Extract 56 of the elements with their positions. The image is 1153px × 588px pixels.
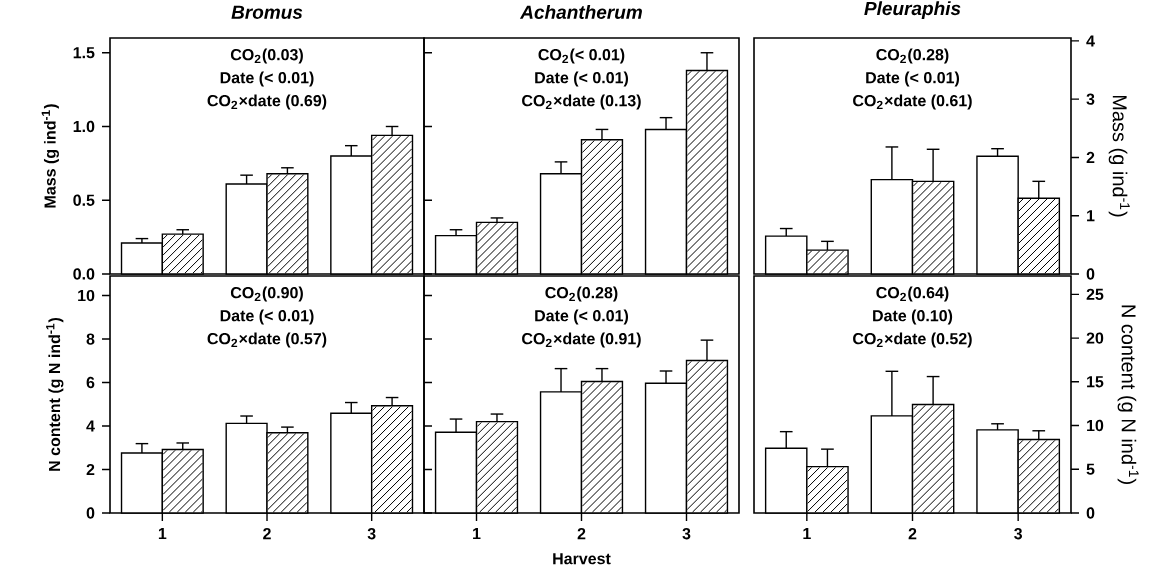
annotation: CO$_{2}$(0.03) bbox=[230, 48, 303, 64]
x-tick-label: 3 bbox=[1014, 528, 1023, 540]
y2-tick-label: 2 bbox=[1086, 151, 1095, 164]
chart-title: Pleuraphis bbox=[864, 1, 961, 19]
x-tick-label: 2 bbox=[577, 528, 586, 540]
x-tick-label: 2 bbox=[263, 528, 271, 540]
annotation: CO$_{2}$(0.64) bbox=[876, 286, 949, 302]
y2-tick-label: 4 bbox=[1086, 35, 1095, 47]
y-axis-title: N content (g N ind$^{-1}$) bbox=[46, 317, 64, 471]
x-tick-label: 1 bbox=[158, 528, 167, 540]
y2-tick-label: 1 bbox=[1087, 210, 1095, 222]
annotation: Date (< 0.01) bbox=[866, 71, 960, 87]
y-tick-label: 8 bbox=[86, 333, 95, 345]
y-tick-label: 6 bbox=[86, 376, 95, 389]
y-axis-title: Mass (g ind$^{-1}$) bbox=[41, 104, 59, 208]
x-tick-label: 1 bbox=[803, 528, 811, 540]
chart-title: Achantherum bbox=[519, 4, 642, 19]
annotation: CO$_{2}$(< 0.01) bbox=[538, 48, 625, 64]
annotation: CO$_{2}$×date (0.91) bbox=[522, 332, 641, 348]
y2-tick-label: 15 bbox=[1087, 376, 1104, 388]
annotation: CO$_{2}$(0.90) bbox=[230, 286, 303, 302]
annotation: Date (< 0.01) bbox=[535, 309, 629, 325]
y2-axis-title: Mass (g ind$^{-1}$) bbox=[1108, 95, 1130, 217]
y-tick-label: 10 bbox=[78, 289, 95, 302]
annotation: Date (< 0.01) bbox=[220, 71, 314, 87]
x-tick-label: 3 bbox=[682, 528, 691, 540]
y-tick-label: 4 bbox=[86, 420, 95, 432]
x-axis-title: Harvest bbox=[553, 553, 611, 565]
annotation: CO$_{2}$(0.28) bbox=[545, 286, 618, 302]
y2-tick-label: 3 bbox=[1086, 93, 1095, 105]
annotation: CO$_{2}$×date (0.69) bbox=[207, 94, 327, 110]
x-tick-label: 2 bbox=[908, 528, 917, 540]
x-tick-label: 3 bbox=[367, 528, 376, 540]
y2-axis-title: N content (g N ind$^{-1}$) bbox=[1117, 305, 1139, 484]
annotation: CO$_{2}$×date (0.57) bbox=[207, 332, 327, 348]
annotation: Date (0.10) bbox=[873, 309, 953, 325]
y2-tick-label: 0 bbox=[1086, 507, 1095, 519]
annotation: CO$_{2}$×date (0.13) bbox=[522, 94, 641, 110]
y2-tick-label: 0 bbox=[1086, 268, 1095, 280]
annotation: CO$_{2}$(0.28) bbox=[876, 48, 949, 64]
x-tick-label: 1 bbox=[473, 528, 481, 540]
annotation: CO$_{2}$×date (0.61) bbox=[853, 94, 972, 110]
y-tick-label: 2 bbox=[86, 463, 95, 476]
y-tick-label: 1.5 bbox=[73, 47, 95, 59]
annotation: Date (< 0.01) bbox=[220, 309, 314, 325]
y-tick-label: 0.5 bbox=[73, 194, 95, 206]
y2-tick-label: 5 bbox=[1086, 463, 1095, 475]
y-tick-label: 1.0 bbox=[73, 120, 95, 133]
y2-tick-label: 10 bbox=[1087, 419, 1104, 432]
annotation: Date (< 0.01) bbox=[535, 71, 629, 87]
y2-tick-label: 20 bbox=[1086, 332, 1104, 344]
annotation: CO$_{2}$×date (0.52) bbox=[853, 332, 972, 348]
y-tick-label: 0.0 bbox=[73, 268, 95, 280]
y2-tick-label: 25 bbox=[1086, 288, 1104, 301]
y-tick-label: 0 bbox=[86, 507, 95, 519]
chart-title: Bromus bbox=[231, 5, 303, 19]
